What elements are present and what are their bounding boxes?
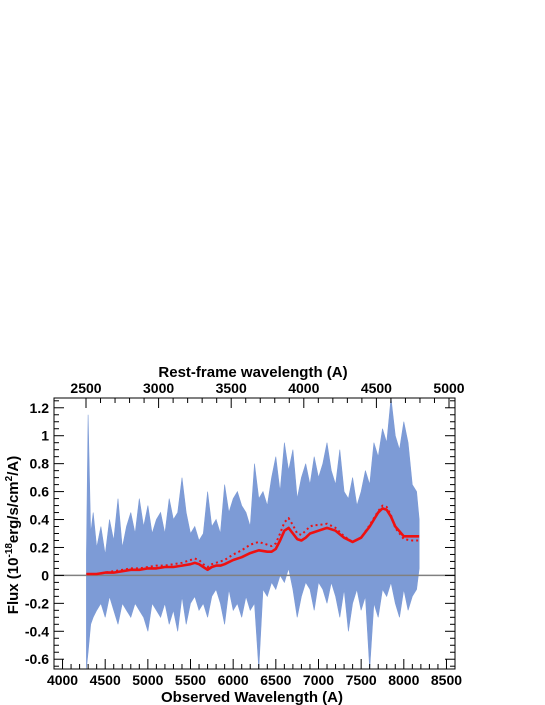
y-axis-title-mid: erg/s/cm [5, 481, 22, 543]
y-tick-label: -0.4 [25, 623, 49, 639]
x-axis-title: Observed Wavelength (A) [161, 689, 343, 705]
y-tick-label: 1.2 [30, 400, 50, 416]
x-tick-label: 7000 [303, 672, 334, 688]
series-line-solid [86, 507, 420, 576]
axis-ticks [53, 398, 456, 669]
y-tick-label: -0.2 [25, 595, 49, 611]
y-axis-title-exp1: -18 [4, 543, 15, 558]
x2-tick-label: 3000 [143, 380, 174, 396]
band-area [86, 398, 420, 669]
x-tick-label: 8500 [431, 672, 462, 688]
x2-tick-label: 3500 [216, 380, 247, 396]
y-tick-label: 0.2 [30, 539, 50, 555]
y-axis-title-exp2: 2 [4, 475, 15, 481]
y-tick-label: 0 [41, 567, 49, 583]
spectrum-uncertainty-band [86, 398, 420, 669]
series-line-dotted [86, 504, 420, 575]
x2-tick-label: 4000 [288, 380, 319, 396]
x-tick-label: 8000 [388, 672, 419, 688]
y-tick-label: 1 [41, 428, 49, 444]
x-tick-label: 5500 [175, 672, 206, 688]
y-axis-title-main: Flux (10 [5, 558, 22, 615]
x-tick-label: 4000 [47, 672, 78, 688]
tick-labels: 4000 4500 5000 5500 6000 6500 7000 7500 8000 8500… [25, 380, 465, 688]
x-tick-label: 6000 [218, 672, 249, 688]
x-tick-label: 5000 [132, 672, 163, 688]
y-tick-label: -0.6 [25, 651, 49, 667]
x2-tick-label: 4500 [361, 380, 392, 396]
y-axis-title: Flux (10-18erg/s/cm2/A) [4, 456, 22, 614]
x-tick-label: 6500 [260, 672, 291, 688]
x2-axis-title: Rest-frame wavelength (A) [158, 364, 347, 381]
model-lines [86, 504, 420, 576]
x-tick-label: 7500 [346, 672, 377, 688]
y-tick-label: 0.6 [30, 484, 50, 500]
x-tick-label: 4500 [90, 672, 121, 688]
y-axis-title-end: /A) [5, 456, 22, 476]
y-tick-label: 0.8 [30, 456, 50, 472]
x2-tick-label: 2500 [70, 380, 101, 396]
y-tick-label: 0.4 [30, 512, 50, 528]
x2-tick-label: 5000 [433, 380, 464, 396]
